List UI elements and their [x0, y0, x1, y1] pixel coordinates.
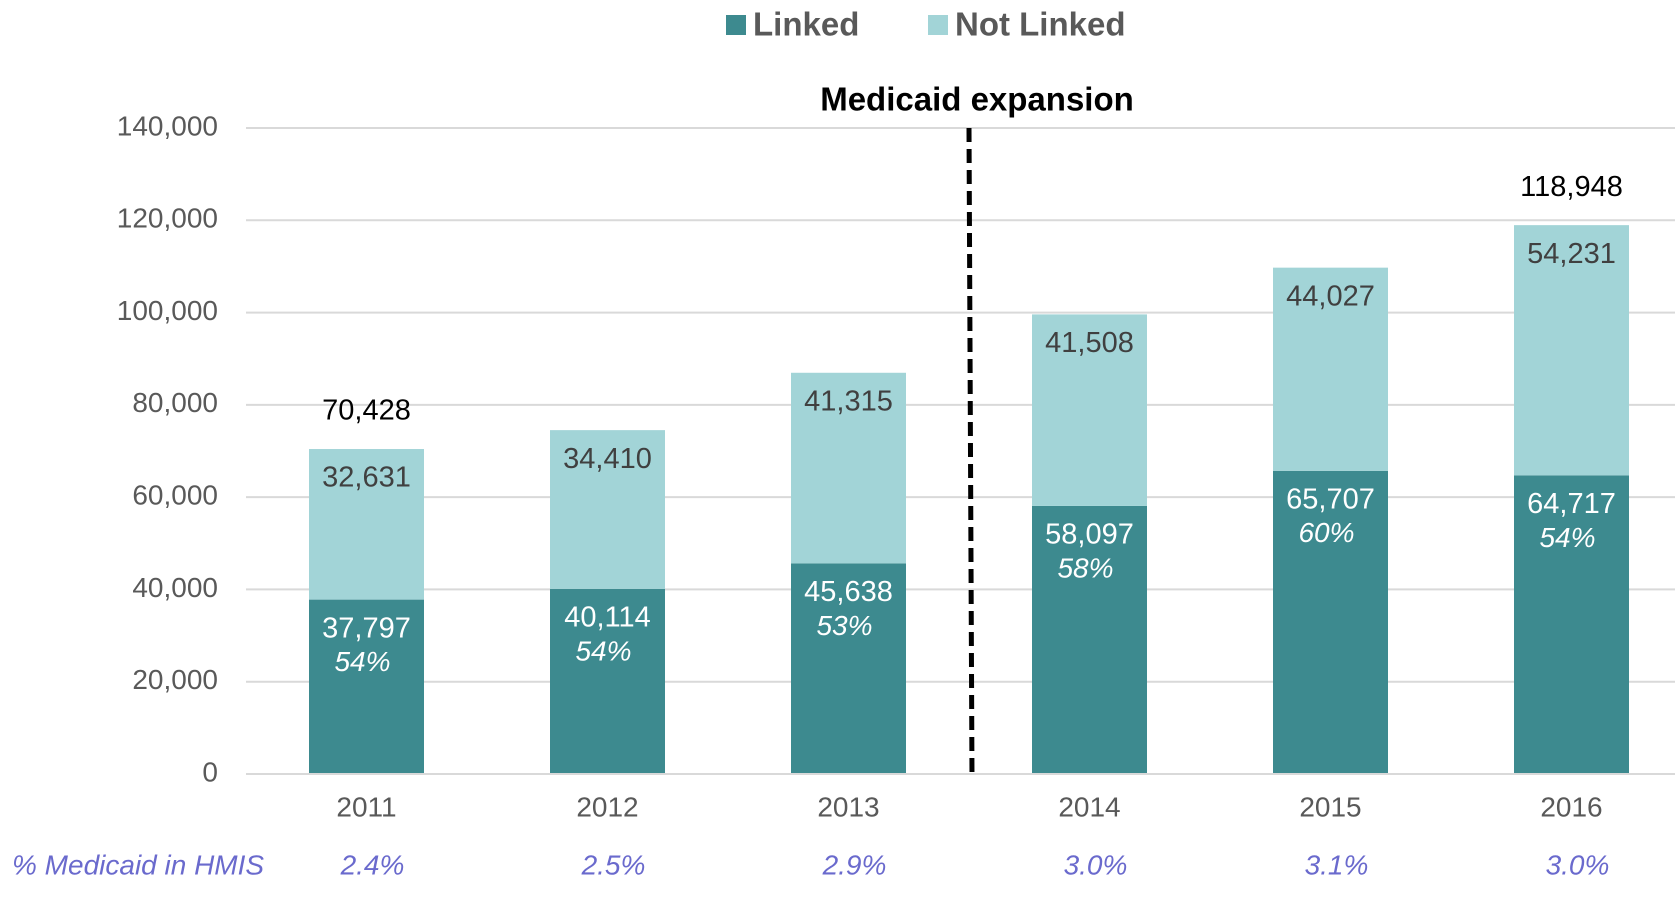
data-label: 37,797 — [322, 612, 411, 644]
row-value: 3.1% — [1305, 849, 1369, 880]
share-label: 54% — [575, 635, 631, 666]
legend-label: Linked — [753, 6, 859, 43]
data-label: 54,231 — [1527, 238, 1616, 270]
x-tick-label: 2011 — [336, 791, 396, 822]
share-label: 54% — [334, 646, 390, 677]
divider — [966, 127, 975, 780]
row-value: 3.0% — [1064, 849, 1128, 880]
x-tick-label: 2015 — [1299, 791, 1361, 822]
bar-segment — [309, 449, 424, 600]
share-label: 53% — [816, 610, 872, 641]
data-label: 58,097 — [1045, 519, 1134, 551]
data-label: 41,315 — [804, 385, 893, 417]
annotation: Medicaid expansion — [820, 81, 1134, 118]
y-tick-label: 120,000 — [117, 203, 218, 234]
bar-segment — [550, 430, 665, 589]
legend-swatch — [726, 15, 746, 35]
bar-segment — [791, 563, 906, 774]
x-tick-label: 2014 — [1058, 791, 1120, 822]
legend-swatch — [928, 15, 948, 35]
total-label: 70,428 — [322, 395, 411, 427]
bar-segment — [309, 599, 424, 774]
bar-segment — [1032, 314, 1147, 506]
data-label: 41,508 — [1045, 327, 1134, 359]
y-tick-label: 0 — [202, 756, 218, 787]
share-label: 58% — [1057, 552, 1113, 583]
y-tick-label: 40,000 — [132, 572, 218, 603]
bar-segment — [1032, 505, 1147, 774]
y-tick-label: 20,000 — [132, 664, 218, 695]
share-label: 54% — [1539, 522, 1595, 553]
row-value: 2.4% — [340, 849, 405, 880]
bar-segment — [1514, 225, 1629, 476]
row-label: % Medicaid in HMIS — [12, 849, 264, 880]
data-label: 32,631 — [322, 462, 411, 494]
y-tick-label: 80,000 — [132, 387, 218, 418]
y-tick-label: 140,000 — [117, 110, 218, 141]
bar-segment — [1514, 475, 1629, 774]
row-value: 3.0% — [1546, 849, 1610, 880]
bar-segment — [791, 372, 906, 564]
x-tick-label: 2016 — [1540, 791, 1602, 822]
data-label: 64,717 — [1527, 488, 1616, 520]
share-label: 60% — [1298, 517, 1354, 548]
bar-segment — [1273, 470, 1388, 774]
x-tick-label: 2012 — [576, 791, 638, 822]
bar-segment — [1273, 267, 1388, 471]
total-label: 118,948 — [1520, 171, 1623, 203]
data-label: 45,638 — [804, 576, 893, 608]
data-label: 40,114 — [564, 602, 651, 634]
data-label: 44,027 — [1286, 280, 1375, 312]
data-label: 65,707 — [1286, 483, 1375, 515]
bar-segment — [550, 588, 665, 774]
row-value: 2.9% — [822, 849, 887, 880]
y-tick-label: 60,000 — [132, 480, 218, 511]
data-label: 34,410 — [563, 443, 652, 475]
y-tick-label: 100,000 — [117, 295, 218, 326]
row-value: 2.5% — [581, 849, 646, 880]
legend-label: Not Linked — [955, 6, 1126, 43]
x-tick-label: 2013 — [817, 791, 879, 822]
